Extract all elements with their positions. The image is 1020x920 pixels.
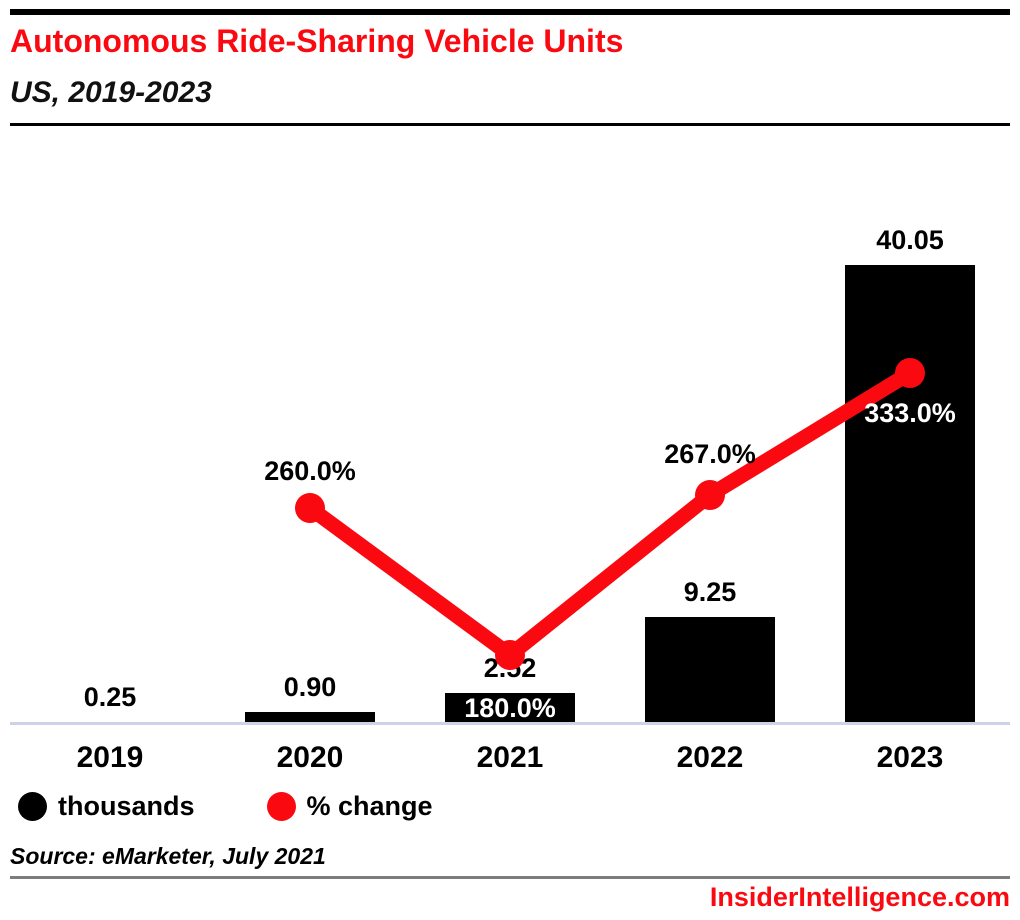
bar-2021 (445, 693, 575, 722)
legend-item-thousands: thousands (18, 790, 195, 822)
chart-subtitle: US, 2019-2023 (10, 76, 212, 109)
header-divider (10, 123, 1010, 126)
bar-value-label-2020: 0.90 (283, 672, 337, 702)
pct-marker-2022 (695, 480, 725, 510)
top-accent-bar (10, 9, 1010, 15)
bar-2020 (245, 712, 375, 722)
chart-title: Autonomous Ride-Sharing Vehicle Units (10, 23, 624, 59)
bar-value-label-2019: 0.25 (83, 682, 137, 712)
chart-legend: thousands % change (18, 790, 433, 822)
bar-value-label-2023: 40.05 (876, 225, 944, 255)
x-axis-baseline (10, 722, 1010, 725)
pct-value-label-2022: 267.0% (664, 439, 756, 469)
bar-value-label-2021: 2.52 (483, 653, 537, 683)
black-dot-icon (18, 791, 47, 821)
x-axis-label-2021: 2021 (476, 741, 544, 774)
bar-value-label-2022: 9.25 (683, 577, 737, 607)
pct-marker-2020 (295, 493, 325, 523)
source-note: Source: eMarketer, July 2021 (10, 843, 326, 869)
x-axis-label-2019: 2019 (76, 741, 144, 774)
x-axis-label-2022: 2022 (676, 741, 744, 774)
legend-item-pct-change: % change (266, 790, 433, 822)
legend-label: % change (306, 791, 433, 821)
bar-2022 (645, 617, 775, 722)
pct-value-label-2021: 180.0% (464, 693, 556, 723)
pct-value-label-2023: 333.0% (864, 398, 956, 428)
legend-label: thousands (58, 791, 195, 821)
footer-divider (10, 876, 1010, 879)
x-axis-label-2020: 2020 (276, 741, 344, 774)
x-axis-label-2023: 2023 (876, 741, 944, 774)
pct-value-label-2020: 260.0% (264, 456, 356, 486)
red-dot-icon (266, 791, 296, 821)
bar-2023 (845, 265, 975, 722)
insider-intelligence-link[interactable]: InsiderIntelligence.com (709, 882, 1010, 912)
